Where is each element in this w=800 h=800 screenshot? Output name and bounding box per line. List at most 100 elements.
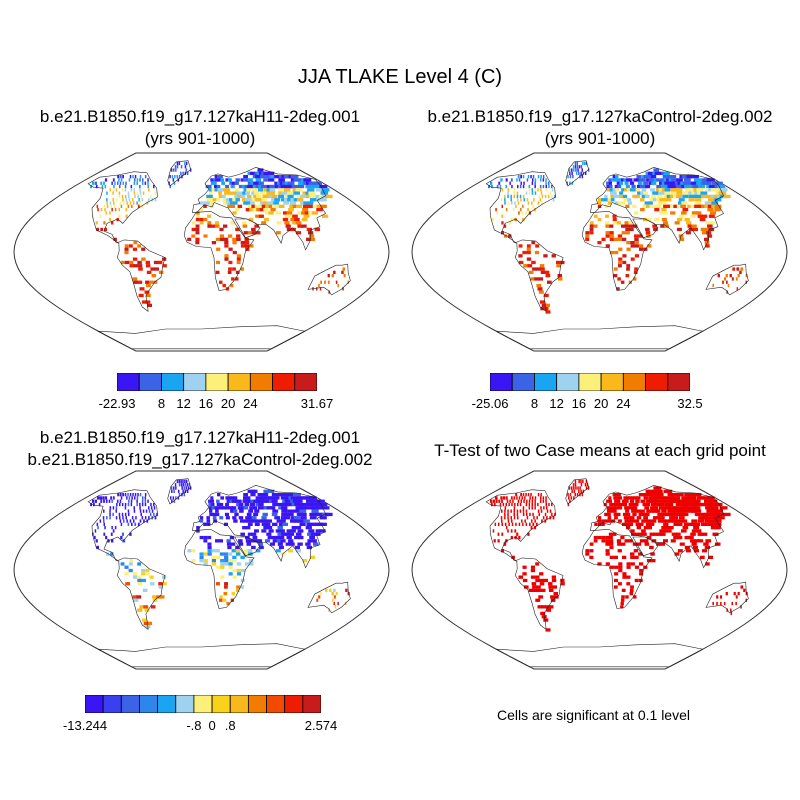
coastline-australia: [307, 263, 351, 296]
colorbar-tick-label: 2.574: [304, 718, 338, 733]
coastline-australia: [705, 581, 749, 614]
lake-cells: [488, 161, 748, 314]
colorbar-tick-label: 32.5: [677, 396, 703, 411]
coastline-north-america: [485, 171, 556, 244]
coastline-arabia: [632, 218, 659, 239]
coastline-antarctica: [496, 325, 704, 350]
colorbar-swatch: [272, 373, 296, 391]
map-outline: [411, 470, 788, 670]
colorbar-swatch: [284, 695, 304, 713]
lake-cells: [90, 479, 350, 629]
map-outline: [13, 470, 390, 670]
map-panel-case2: [411, 152, 788, 352]
colorbar-difference-labels: -13.244 -.8 0 .8 2.574: [63, 718, 337, 736]
colorbar-swatch: [247, 695, 267, 713]
colorbar-swatch: [578, 373, 602, 391]
panel3-title-line1: b.e21.B1850.f19_g17.127kaH11-2deg.001: [39, 428, 361, 447]
colorbar-swatch: [157, 695, 177, 713]
colorbar-swatch: [175, 695, 195, 713]
colorbar-case2: [490, 373, 690, 391]
colorbar-tick-label: 24: [616, 396, 631, 411]
colorbar-tick-label: .8: [224, 718, 236, 733]
colorbar-swatch: [183, 373, 207, 391]
lake-cells: [90, 161, 349, 307]
map-panel-difference: [13, 470, 390, 670]
coastline-eurasia: [192, 484, 327, 569]
coastline-africa: [581, 528, 653, 609]
colorbar-case2-labels: -25.06 8 12 16 20 24 32.5: [472, 396, 703, 414]
coastline-arabia: [234, 218, 261, 239]
colorbar-swatch: [266, 695, 286, 713]
coastline-north-america: [485, 489, 556, 562]
panel4-title-line1: T-Test of two Case means at each grid po…: [434, 441, 766, 460]
coastline-arabia: [632, 536, 659, 557]
colorbar-swatch: [556, 373, 580, 391]
colorbar-swatch: [294, 373, 317, 391]
colorbar-swatch: [211, 695, 231, 713]
colorbar-tick-label: 16: [571, 396, 587, 411]
coastline-eurasia: [192, 166, 327, 251]
colorbar-swatch: [667, 373, 690, 391]
coastline-greenland: [167, 478, 192, 505]
map-panel-ttest: [411, 470, 788, 670]
panel2-title-line1: b.e21.B1850.f19_g17.127kaControl-2deg.00…: [427, 107, 773, 126]
figure-title: JJA TLAKE Level 4 (C): [297, 66, 503, 88]
colorbar-tick-label: 24: [243, 396, 258, 411]
panel2-title: b.e21.B1850.f19_g17.127kaControl-2deg.00…: [400, 106, 800, 150]
coastline-greenland: [565, 160, 590, 187]
colorbar-swatch: [227, 373, 251, 391]
colorbar-swatch: [85, 695, 104, 713]
colorbar-tick-label: -22.93: [98, 396, 136, 411]
colorbar-swatch: [511, 373, 535, 391]
colorbar-tick-label: 31.67: [300, 396, 334, 411]
coastline-antarctica: [98, 643, 306, 668]
coastline-greenland: [167, 160, 192, 187]
coastline-eurasia: [590, 484, 725, 569]
colorbar-swatch: [161, 373, 185, 391]
coastline-australia: [705, 263, 749, 296]
colorbar-swatch: [193, 695, 213, 713]
coastline-africa: [183, 210, 255, 291]
coastline-eurasia: [590, 166, 725, 251]
map-panel-case1: [13, 152, 390, 352]
map-outline: [13, 152, 390, 352]
colorbar-tick-label: -13.244: [62, 718, 108, 733]
panel1-title-line2: (yrs 901-1000): [144, 129, 256, 148]
significance-note: Cells are significant at 0.1 level: [497, 707, 690, 723]
colorbar-tick-label: 12: [176, 396, 191, 411]
coastline-north-america: [87, 489, 158, 562]
colorbar-tick-label: 8: [530, 396, 539, 411]
panel3-title-line2: b.e21.B1850.f19_g17.127kaControl-2deg.00…: [27, 450, 373, 469]
colorbar-tick-label: 20: [593, 396, 609, 411]
panel3-title: b.e21.B1850.f19_g17.127kaH11-2deg.001 b.…: [0, 427, 400, 471]
colorbar-tick-label: 0: [208, 718, 216, 733]
panel1-title: b.e21.B1850.f19_g17.127kaH11-2deg.001 (y…: [0, 106, 400, 150]
colorbar-swatch: [490, 373, 513, 391]
colorbar-swatch: [138, 373, 162, 391]
coastline-antarctica: [98, 325, 306, 350]
colorbar-swatch: [139, 695, 159, 713]
panel4-title: T-Test of two Case means at each grid po…: [400, 440, 800, 462]
panel2-title-line2: (yrs 901-1000): [544, 129, 656, 148]
colorbar-swatch: [205, 373, 229, 391]
colorbar-tick-label: -25.06: [471, 396, 509, 411]
coastline-south-america: [514, 557, 564, 631]
coastline-greenland: [565, 478, 590, 505]
colorbar-tick-label: 16: [198, 396, 214, 411]
colorbar-swatch: [249, 373, 273, 391]
colorbar-tick-label: -.8: [186, 718, 202, 733]
colorbar-case1: [117, 373, 317, 391]
coastline-australia: [307, 581, 351, 614]
colorbar-difference: [85, 695, 321, 713]
colorbar-swatch: [600, 373, 624, 391]
coastline-africa: [183, 528, 255, 609]
colorbar-swatch: [120, 695, 140, 713]
lake-cells: [490, 479, 748, 632]
colorbar-tick-label: 8: [157, 396, 166, 411]
panel1-title-line1: b.e21.B1850.f19_g17.127kaH11-2deg.001: [39, 107, 361, 126]
coastline-antarctica: [496, 643, 704, 668]
map-outline: [411, 152, 788, 352]
colorbar-swatch: [622, 373, 646, 391]
coastline-arabia: [234, 536, 261, 557]
colorbar-swatch: [117, 373, 140, 391]
